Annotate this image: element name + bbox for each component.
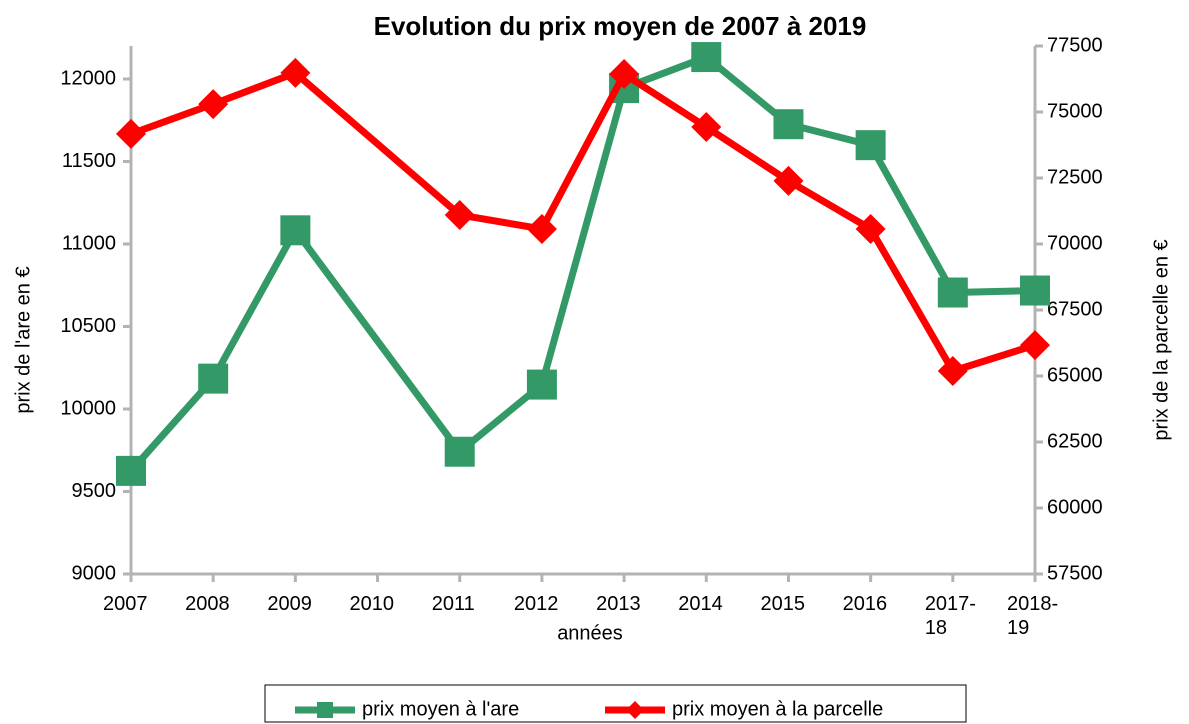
y-tick-label: 11500 (62, 150, 116, 172)
y-tick-label: 9500 (72, 480, 117, 502)
y-tick-label: 9000 (72, 562, 117, 584)
y2-tick-label: 57500 (1047, 562, 1103, 584)
y-tick-label: 10500 (60, 315, 116, 337)
x-axis-label: années (557, 622, 623, 644)
series-line (457, 53, 1036, 455)
y-tick-label: 12000 (60, 67, 116, 89)
y2-tick-label: 60000 (1047, 496, 1103, 518)
y2-tick-label: 77500 (1047, 34, 1103, 56)
point (198, 89, 229, 120)
point (1020, 330, 1050, 361)
x-tick-label: 2016 (842, 593, 888, 615)
point (773, 109, 804, 140)
y2-tick-label: 75000 (1047, 100, 1103, 122)
point (444, 199, 475, 230)
x-tick-label: 2007 (103, 593, 148, 615)
x-tick-label: 2010 (349, 593, 395, 615)
y2-tick-label: 67500 (1047, 298, 1103, 320)
point (855, 130, 886, 161)
legend-marker (626, 701, 644, 719)
point (691, 112, 722, 143)
legend-box (264, 684, 967, 723)
y2-tick-label: 62500 (1047, 430, 1103, 452)
x-tick-label: 2018-19 (1007, 593, 1059, 639)
x-tick-label: 2012 (513, 593, 559, 615)
x-tick-label: 2008 (185, 593, 230, 615)
x-tick-label: 2011 (431, 593, 475, 615)
x-tick-label: 2015 (760, 593, 805, 615)
point (937, 355, 968, 386)
point (773, 165, 804, 196)
point (116, 455, 146, 486)
x-tick-label: 2009 (267, 593, 312, 615)
y2-tick-label: 65000 (1047, 364, 1103, 386)
point (280, 215, 311, 246)
x-tick-label: 2013 (596, 593, 641, 615)
point (444, 436, 475, 467)
point (526, 213, 557, 244)
y2-tick-label: 70000 (1047, 232, 1103, 254)
x-tick-label: 2014 (678, 593, 723, 615)
y-tick-label: 11000 (62, 232, 116, 254)
series-line (459, 70, 1037, 375)
chart-title: Evolution du prix moyen de 2007 à 2019 (374, 11, 867, 41)
point (1020, 275, 1050, 306)
point (280, 57, 311, 88)
y-tick-label: 10000 (60, 397, 116, 419)
point (526, 369, 557, 400)
point (198, 363, 229, 394)
point (855, 213, 886, 244)
gap-bridge (291, 69, 464, 219)
point (609, 58, 640, 89)
series-line (128, 228, 299, 474)
point (116, 118, 146, 149)
legend-label: prix moyen à l'are (362, 698, 519, 720)
y2-axis-label: prix de la parcelle en € (1150, 239, 1172, 440)
y-axis-label: prix de l'are en € (12, 266, 34, 413)
legend-label: prix moyen à la parcelle (672, 698, 883, 720)
gap-bridge (291, 226, 464, 456)
x-tick-label: 2017-18 (924, 593, 976, 639)
point (937, 277, 968, 308)
legend-marker (317, 702, 333, 718)
y2-tick-label: 72500 (1047, 166, 1103, 188)
point (691, 42, 722, 73)
